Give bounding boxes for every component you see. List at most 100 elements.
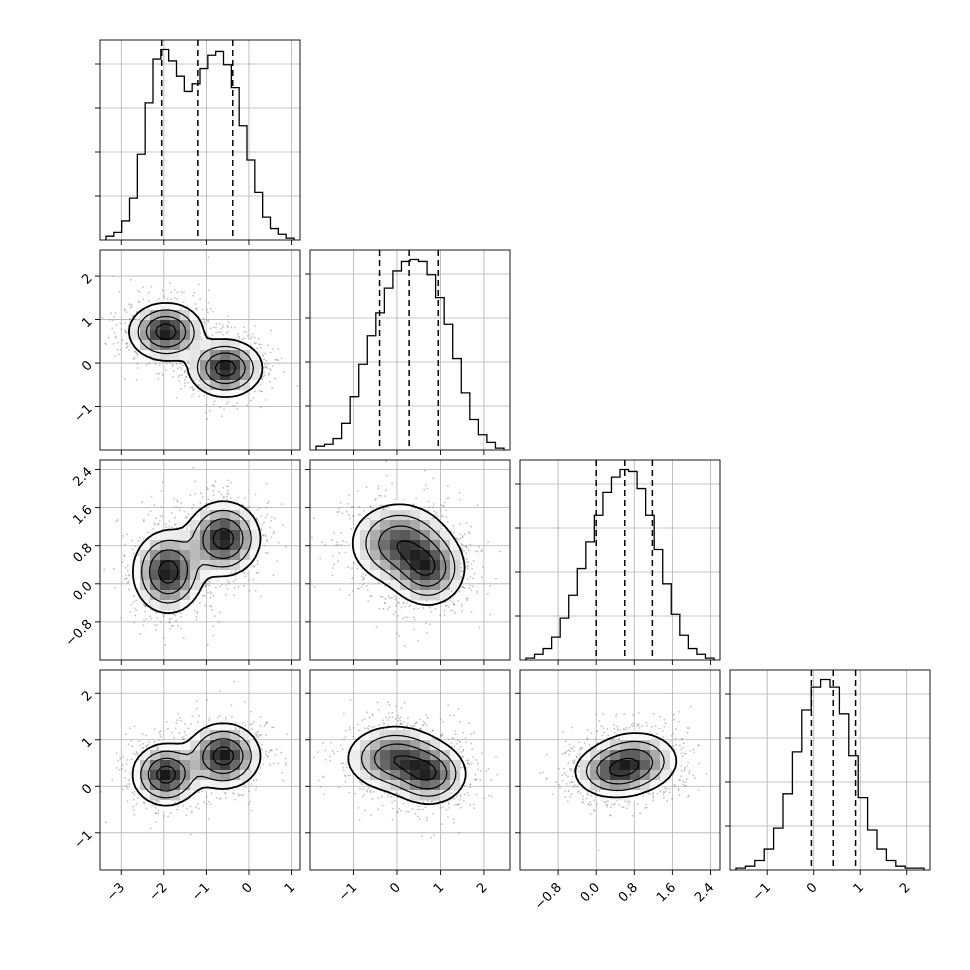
histogram-bar <box>654 550 663 660</box>
contour-level <box>347 725 467 806</box>
contour-level <box>596 748 654 785</box>
contour-level <box>158 527 234 584</box>
contour-level <box>365 514 456 596</box>
histogram-bar <box>271 229 279 240</box>
x-tick-label: 2 <box>897 880 913 896</box>
x-tick-label: 1 <box>431 880 447 896</box>
histogram-bar <box>419 261 428 450</box>
contour-lines <box>128 302 264 398</box>
histogram-bar <box>543 649 552 660</box>
histogram-bar <box>886 860 895 870</box>
panel-frame <box>309 669 511 871</box>
histogram-bar <box>114 232 122 240</box>
x-tick-label: −1 <box>750 880 774 904</box>
contour-lines <box>132 500 262 615</box>
contour-lines <box>351 503 466 606</box>
histogram-bar <box>603 492 612 660</box>
histogram-bar <box>263 217 271 240</box>
density-panel-2-3: −0.8 0.0 0.8 1.6 2.4 <box>515 669 721 913</box>
contour-level <box>155 323 237 377</box>
histogram-bar <box>792 752 801 870</box>
x-tick-label: 0 <box>387 880 403 896</box>
density-panel-1-3: −1 0 1 2 <box>305 669 511 904</box>
histogram-bar <box>224 65 232 240</box>
x-tick-label: −0.8 <box>532 880 565 913</box>
histogram-bar <box>208 55 216 240</box>
histogram-bar <box>325 444 334 450</box>
panel-frame <box>309 459 511 661</box>
histogram-bar <box>359 364 368 450</box>
histogram-bar <box>200 69 208 240</box>
panel-frame <box>99 249 301 451</box>
histogram-bar <box>410 260 419 450</box>
y-tick-label: 0.0 <box>70 579 95 604</box>
x-tick-label: −2 <box>146 880 170 904</box>
x-tick-label: 2.4 <box>692 880 717 905</box>
contour-level <box>360 734 457 797</box>
x-tick-label: 0 <box>239 880 255 896</box>
histogram-bar <box>153 59 161 240</box>
y-tick-label: 0 <box>79 781 95 797</box>
contour-level <box>574 732 678 799</box>
histogram-step <box>105 48 295 240</box>
histogram-bar <box>839 714 848 870</box>
y-tick-label: −1 <box>71 402 95 426</box>
histogram-bar <box>774 828 783 870</box>
histogram-bar <box>247 160 255 240</box>
histogram-bar <box>764 849 773 870</box>
panel-frame <box>729 669 931 871</box>
histogram-bar <box>671 614 680 660</box>
histogram-bar <box>137 154 145 240</box>
histogram-bar <box>384 288 393 450</box>
histogram-bar <box>470 420 479 450</box>
contour-level <box>373 743 448 790</box>
histogram-bar <box>367 336 376 450</box>
histogram-bar <box>680 635 689 660</box>
histogram-bar <box>278 234 286 240</box>
contour-level <box>128 302 264 398</box>
contour-level <box>137 309 254 391</box>
histogram-bar <box>802 710 811 870</box>
histogram-bar <box>646 515 655 660</box>
x-tick-label: 0 <box>804 880 820 896</box>
histogram-panel-1 <box>305 249 511 455</box>
contour-level <box>393 755 437 781</box>
histogram-bar <box>239 126 247 240</box>
contour-level <box>156 746 235 784</box>
histogram-bar <box>688 649 697 660</box>
histogram-bar <box>192 84 200 240</box>
x-tick-label: 2 <box>474 880 490 896</box>
histogram-bar <box>350 397 359 450</box>
histogram-bar <box>663 584 672 660</box>
histogram-panel-3: −1 0 1 2 <box>725 669 931 904</box>
histogram-bar <box>216 51 224 240</box>
histogram-panel-0 <box>95 39 301 245</box>
histogram-step <box>315 258 505 450</box>
y-tick-label: 0 <box>79 358 95 374</box>
contour-level <box>140 730 252 799</box>
histogram-bar <box>487 442 496 450</box>
density-map <box>580 730 681 801</box>
histogram-bar <box>478 435 487 450</box>
x-tick-label: 0.0 <box>578 880 603 905</box>
histogram-bar <box>697 654 706 660</box>
histogram-bar <box>169 61 177 240</box>
contour-level <box>131 722 262 807</box>
histogram-bar <box>436 298 445 450</box>
contour-level <box>148 518 244 595</box>
contour-level <box>141 509 252 604</box>
histogram-bar <box>535 654 544 660</box>
panel-frame <box>99 459 301 661</box>
y-tick-label: 0.8 <box>70 541 95 566</box>
contour-level <box>609 757 639 777</box>
histogram-bar <box>333 439 342 450</box>
y-tick-label: 1.6 <box>70 503 95 528</box>
histogram-bar <box>255 192 263 240</box>
histogram-bar <box>849 756 858 870</box>
histogram-bar <box>145 103 153 240</box>
x-tick-label: −1 <box>336 880 360 904</box>
histogram-bar <box>177 76 185 240</box>
contour-level <box>396 540 436 576</box>
histogram-step <box>735 678 925 870</box>
